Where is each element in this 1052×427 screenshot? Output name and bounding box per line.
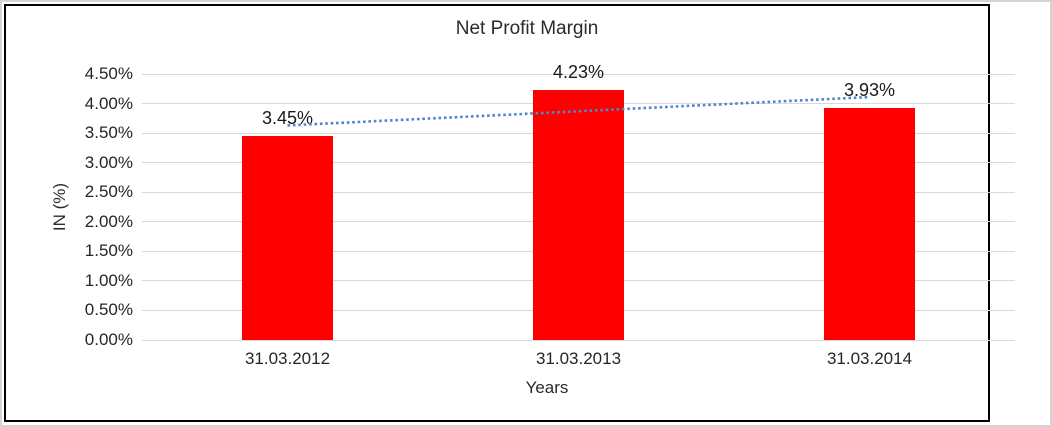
bar-value-label: 3.45% <box>261 108 314 129</box>
chart-title: Net Profit Margin <box>455 18 599 39</box>
y-tick-label: 1.00% <box>84 270 133 290</box>
bar-value-label: 3.93% <box>843 79 896 100</box>
bar <box>533 89 624 340</box>
x-tick-label: 31.03.2012 <box>244 349 331 368</box>
y-tick-label: 4.50% <box>84 64 133 83</box>
gridline <box>142 73 1015 75</box>
y-tick-label: 1.50% <box>84 241 133 261</box>
x-axis-title: Years <box>525 378 569 397</box>
y-tick-label: 2.50% <box>84 182 133 202</box>
bar <box>824 107 915 340</box>
y-tick-label: 0.50% <box>84 300 133 320</box>
x-tick-label: 31.03.2014 <box>826 349 913 368</box>
bar <box>242 136 333 340</box>
y-tick-label: 2.00% <box>84 211 133 231</box>
gridline <box>142 339 1015 341</box>
x-tick-label: 31.03.2013 <box>535 349 622 368</box>
y-tick-label: 3.00% <box>84 152 133 172</box>
y-tick-label: 0.00% <box>84 330 133 349</box>
y-tick-label: 4.00% <box>84 93 133 113</box>
y-tick-label: 3.50% <box>84 123 133 143</box>
bar-value-label: 4.23% <box>552 61 605 82</box>
